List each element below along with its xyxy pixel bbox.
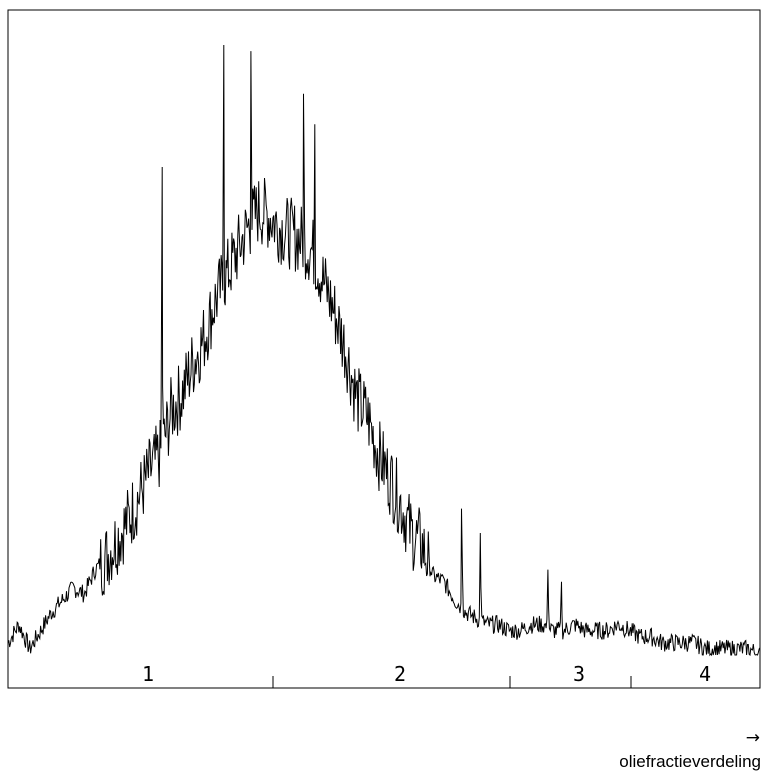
chromatogram-line — [7, 44, 761, 657]
region-label-4: 4 — [699, 662, 711, 686]
region-label-1: 1 — [142, 662, 154, 686]
xaxis-label: oliefractieverdeling — [619, 752, 761, 771]
region-label-2: 2 — [394, 662, 406, 686]
plot-frame — [7, 9, 761, 689]
xaxis-arrow: → — [745, 728, 760, 748]
region-label-3: 3 — [573, 662, 585, 686]
